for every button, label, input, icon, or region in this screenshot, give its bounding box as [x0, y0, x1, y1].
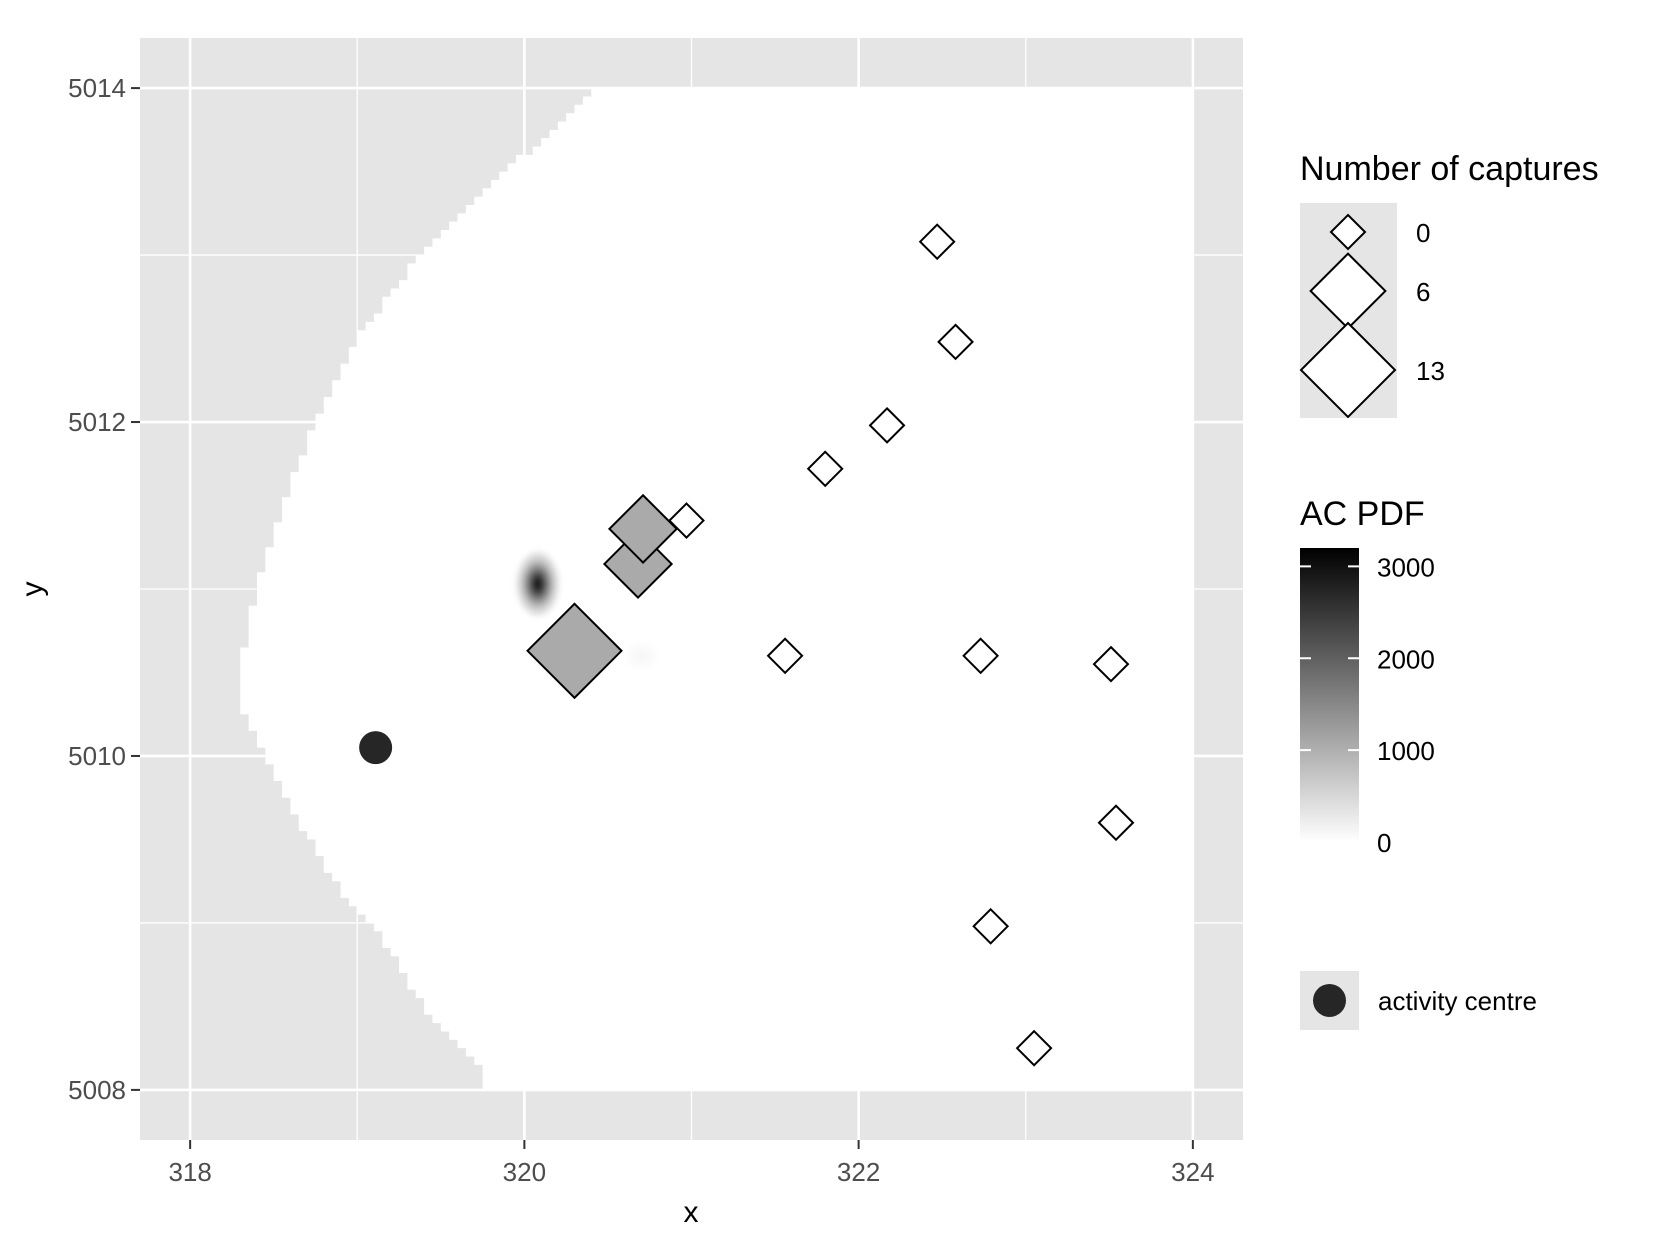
legend-activity-centre-label: activity centre [1378, 986, 1537, 1016]
trap-marker [972, 907, 1010, 945]
habitat-mask-group [240, 88, 1193, 1090]
y-tick-label: 5008 [68, 1075, 126, 1105]
x-tick-label: 324 [1171, 1157, 1214, 1187]
trap-marker [607, 493, 679, 564]
ac-pdf-peak [622, 639, 661, 672]
legend-pdf-tick-label: 3000 [1377, 552, 1435, 582]
trap-marker [1092, 645, 1130, 683]
legend-pdf-title: AC PDF [1300, 495, 1425, 533]
trap-marker [937, 323, 974, 361]
trap-marker [962, 637, 1000, 675]
legend-activity-centre-key [1313, 984, 1346, 1017]
legend-captures-key [1299, 321, 1397, 419]
legend-pdf-tick-label: 2000 [1377, 644, 1435, 674]
x-axis-title: x [684, 1196, 699, 1229]
trap-marker [1015, 1029, 1053, 1067]
legend: 0 6 13 0 1000 2000 3000 [1299, 203, 1445, 1030]
trap-marker [766, 637, 804, 675]
x-tick-label: 322 [837, 1157, 880, 1187]
legend-pdf-tick-label: 1000 [1377, 736, 1435, 766]
x-tick-label: 318 [168, 1157, 211, 1187]
trap-marker [806, 450, 844, 488]
x-tick-label: 320 [503, 1157, 546, 1187]
trap-marker [526, 602, 623, 700]
ac-pdf-peak [516, 551, 560, 617]
legend-captures-title: Number of captures [1300, 150, 1599, 188]
ac-pdf-ring [534, 578, 542, 590]
y-tick-label: 5014 [68, 73, 126, 103]
legend-captures-label: 13 [1416, 356, 1445, 386]
plot-panel [140, 38, 1243, 1140]
legend-captures-label: 6 [1416, 277, 1430, 307]
axes: 318 320 322 324 5008 5010 5012 5014 [68, 73, 1214, 1187]
y-tick-label: 5010 [68, 741, 126, 771]
trap-marker [1097, 804, 1135, 842]
legend-pdf-tick-label: 0 [1377, 828, 1391, 858]
legend-captures-key [1329, 213, 1367, 251]
trap-marker [868, 406, 906, 444]
ac-pdf-ring [638, 653, 645, 659]
legend-pdf-colorbar [1300, 548, 1359, 842]
trap-marker [668, 502, 705, 539]
activity-centre-point [359, 731, 393, 765]
y-axis-title: y [16, 582, 49, 597]
y-tick-label: 5012 [68, 407, 126, 437]
legend-captures-label: 0 [1416, 218, 1430, 248]
trap-marker [918, 223, 956, 261]
